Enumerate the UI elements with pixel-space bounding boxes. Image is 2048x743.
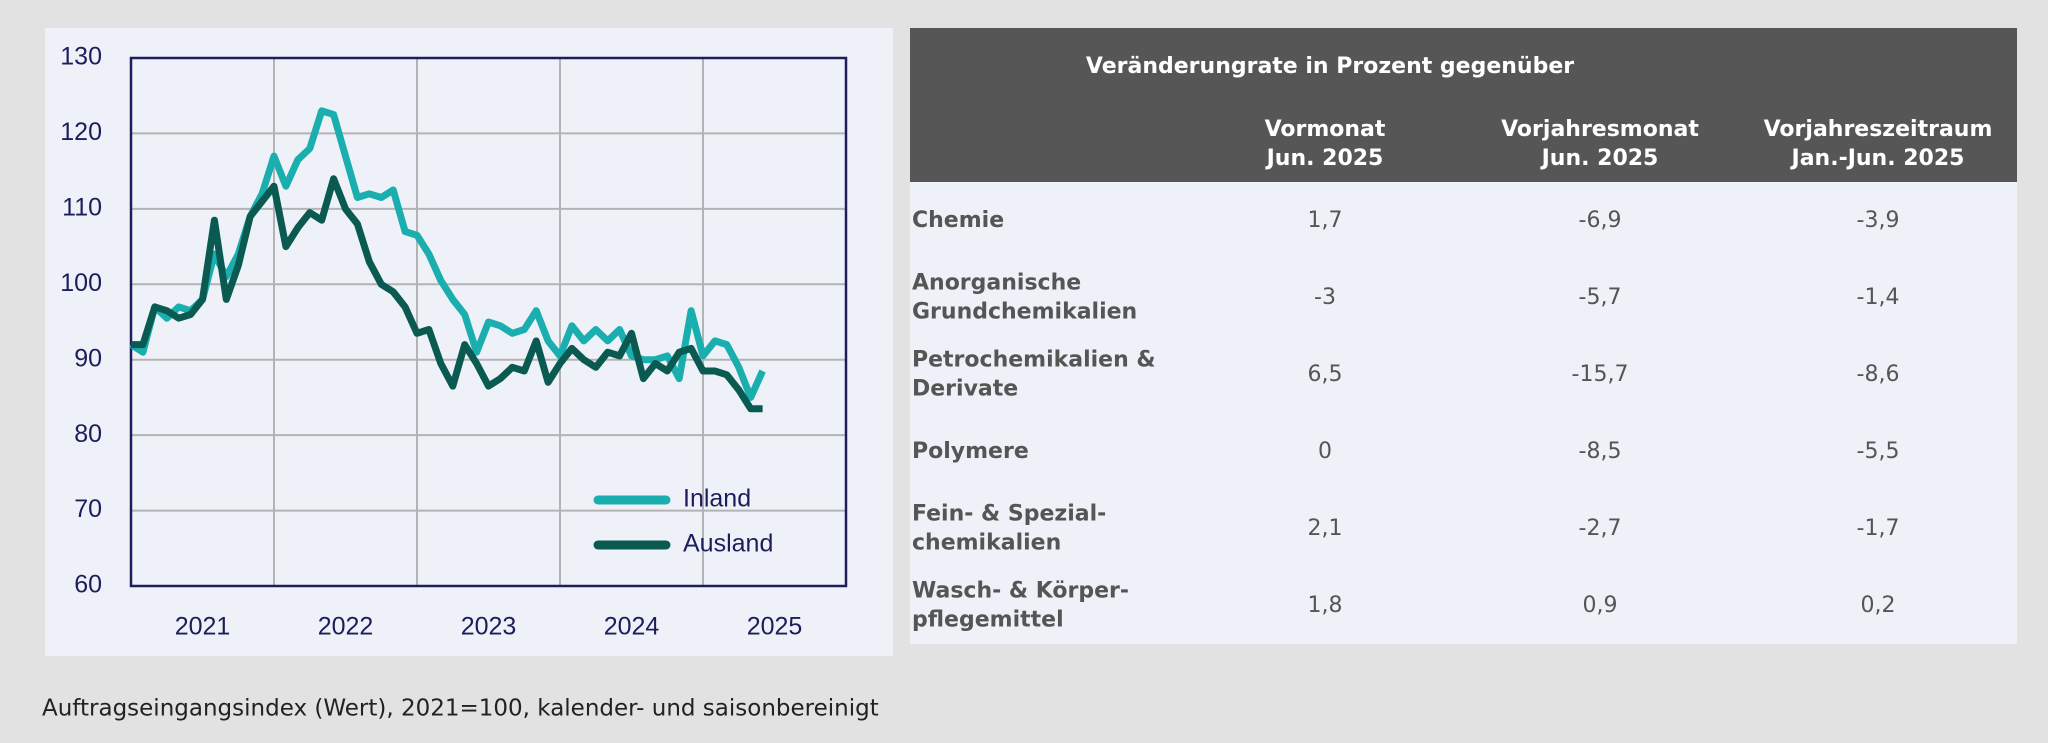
x-tick-label: 2021: [175, 613, 231, 641]
row-label: Derivate: [912, 377, 1018, 402]
cell-value: 6,5: [1308, 362, 1343, 387]
legend-label: Inland: [683, 485, 751, 513]
row-label: Anorganische: [912, 271, 1081, 296]
line: [131, 175, 763, 413]
table-body: [910, 182, 2017, 644]
cell-value: -3,9: [1857, 208, 1900, 233]
y-tick-label: 80: [74, 420, 102, 448]
cell-value: -1,4: [1857, 285, 1900, 310]
plot-frame: [129, 56, 848, 588]
cell-value: -15,7: [1572, 362, 1629, 387]
cell-value: -2,7: [1579, 516, 1622, 541]
row-label: Polymere: [912, 439, 1029, 464]
y-tick-label: 100: [60, 269, 102, 297]
y-tick-label: 70: [74, 495, 102, 523]
row-label: chemikalien: [912, 531, 1061, 556]
column-header: Jun. 2025: [1265, 146, 1384, 171]
cell-value: -6,9: [1579, 208, 1622, 233]
cell-value: -5,7: [1579, 285, 1622, 310]
y-tick-label: 130: [60, 43, 102, 71]
row-label: Wasch- & Körper-: [912, 579, 1129, 604]
cell-value: 1,7: [1308, 208, 1343, 233]
legend-label: Ausland: [683, 530, 773, 558]
column-header: Vorjahresmonat: [1501, 117, 1699, 142]
cell-value: 0,9: [1583, 593, 1618, 618]
table-title: Veränderungrate in Prozent gegenüber: [1086, 54, 1574, 79]
table-header: [910, 28, 2017, 182]
cell-value: 2,1: [1308, 516, 1343, 541]
x-tick-label: 2024: [604, 613, 660, 641]
column-header: Jan.-Jun. 2025: [1790, 146, 1965, 171]
y-tick-label: 60: [74, 571, 102, 599]
caption: Auftragseingangsindex (Wert), 2021=100, …: [42, 696, 879, 722]
chart-panel: [45, 28, 893, 656]
cell-value: -5,5: [1857, 439, 1900, 464]
row-label: Fein- & Spezial-: [912, 502, 1106, 527]
line: [129, 107, 766, 401]
x-tick-label: 2023: [461, 613, 517, 641]
cell-value: -8,6: [1857, 362, 1900, 387]
column-header: Jun. 2025: [1540, 146, 1659, 171]
y-tick-label: 120: [60, 118, 102, 146]
cell-value: -3: [1314, 285, 1336, 310]
y-tick-label: 110: [62, 193, 102, 221]
cell-value: -8,5: [1579, 439, 1622, 464]
row-label: Petrochemikalien &: [912, 348, 1156, 373]
cell-value: 0: [1318, 439, 1332, 464]
row-label: Chemie: [912, 208, 1004, 233]
column-header: Vorjahreszeitraum: [1764, 117, 1993, 142]
row-label: Grundchemikalien: [912, 300, 1137, 325]
cell-value: 1,8: [1308, 593, 1343, 618]
column-header: Vormonat: [1265, 117, 1386, 142]
y-tick-label: 90: [74, 344, 102, 372]
cell-value: 0,2: [1861, 593, 1896, 618]
cell-value: -1,7: [1857, 516, 1900, 541]
x-tick-label: 2025: [747, 613, 803, 641]
row-label: pflegemittel: [912, 608, 1064, 633]
x-tick-label: 2022: [318, 613, 374, 641]
